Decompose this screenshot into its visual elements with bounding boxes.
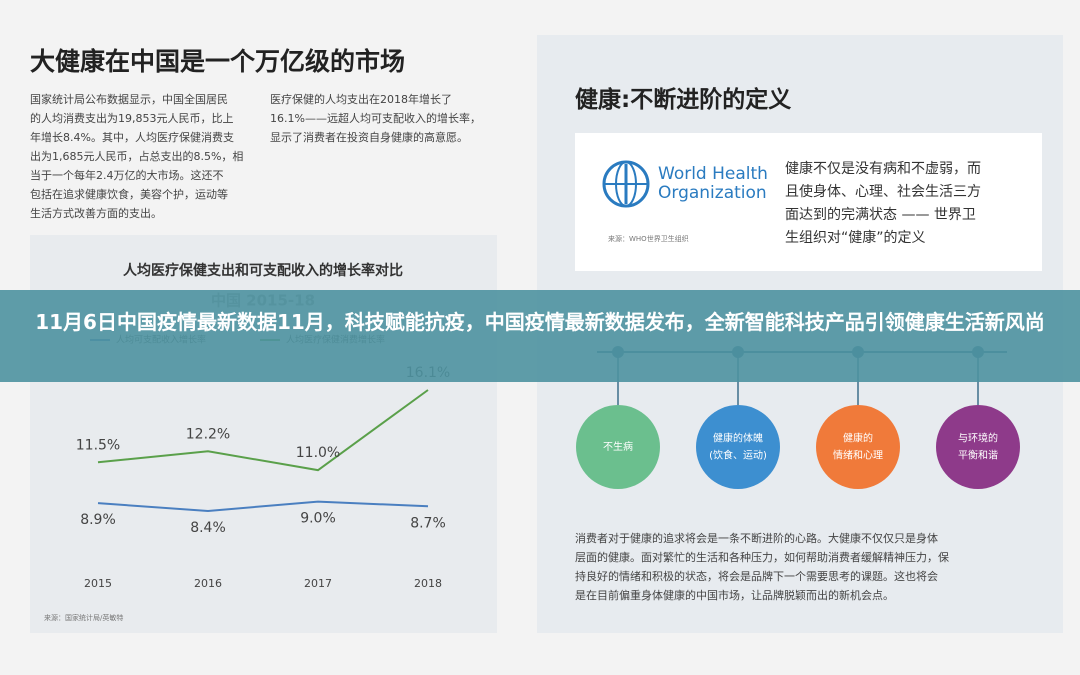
text-line: 面达到的完满状态 —— 世界卫 — [785, 207, 976, 223]
banner — [0, 290, 1080, 382]
left-paragraph: 医疗保健的人均支出在2018年增长了 16.1%——远超人均可支配收入的增长率， 显… — [270, 90, 481, 147]
data-label: 8.4% — [190, 520, 226, 536]
source: 来源：国家统计局/英敏特 — [44, 613, 123, 622]
chart-title: 人均医疗保健支出和可支配收入的增长率对比 — [123, 262, 403, 279]
banner-text: 11月6日中国疫情最新数据11月，科技赋能抗疫，中国疫情最新数据发布，全新智能科… — [35, 310, 1045, 334]
text-line: 年增长8.4%。其中，人均医疗保健消费支 — [30, 131, 234, 144]
stage-circle — [936, 405, 1020, 489]
data-label: 8.9% — [80, 512, 116, 528]
text-line: 是在目前偏重身体健康的中国市场，让品牌脱颖而出的新机会点。 — [575, 589, 894, 602]
left-title: 大健康在中国是一个万亿级的市场 — [30, 47, 406, 76]
definition: 健康不仅是没有病和不虚弱，而 且使身体、心理、社会生活三方 面达到的完满状态 —— … — [785, 158, 981, 250]
series-line — [97, 389, 429, 472]
stage-label: 不生病 — [603, 440, 633, 453]
right-title: 健康:不断进阶的定义 — [575, 87, 792, 113]
text-line: 层面的健康。面对繁忙的生活和各种压力，如何帮助消费者缓解精神压力，保 — [575, 551, 949, 564]
text-line: 包括在追求健康饮食，美容个护，运动等 — [30, 188, 228, 201]
data-label: 12.2% — [186, 426, 230, 442]
x-tick-label: 2015 — [84, 577, 112, 590]
right-paragraph: 消费者对于健康的追求将会是一条不断进阶的心路。大健康不仅仅只是身体 层面的健康。面… — [575, 529, 949, 605]
text-line: 国家统计局公布数据显示，中国全国居民 — [30, 93, 228, 106]
x-tick-label: 2017 — [304, 577, 332, 590]
text-line: 的人均消费支出为19,853元人民币，比上 — [30, 112, 234, 125]
stage-label: (饮食、运动) — [709, 449, 767, 462]
data-label: 11.5% — [76, 437, 120, 453]
stage-circle — [816, 405, 900, 489]
text-line: 生活方式改善方面的支出。 — [30, 207, 162, 220]
text-line: 医疗保健的人均支出在2018年增长了 — [270, 93, 452, 106]
x-tick-label: 2018 — [414, 577, 442, 590]
text-line: 16.1%——远超人均可支配收入的增长率， — [270, 112, 481, 125]
data-label: 8.7% — [410, 515, 446, 531]
text-line: 生组织对“健康”的定义 — [785, 230, 926, 246]
data-label: 9.0% — [300, 511, 336, 527]
text-line: 且使身体、心理、社会生活三方 — [785, 184, 981, 200]
text-line: 出为1,685元人民币，占总支出的8.5%，相 — [30, 150, 244, 163]
stage-circle — [696, 405, 780, 489]
who-logo — [602, 160, 650, 208]
who-source: 来源：WHO世界卫生组织 — [608, 235, 689, 243]
stage-label: 与环境的 — [958, 432, 998, 445]
text-line: Organization — [658, 183, 767, 203]
text-line: 当于一个每年2.4万亿的大市场。这还不 — [30, 169, 224, 182]
stage-label: 健康的 — [843, 432, 873, 445]
stage-label: 情绪和心理 — [833, 449, 883, 462]
text-line: World Health — [658, 164, 768, 184]
who-name: World Health Organization — [658, 165, 768, 203]
stage-label: 平衡和谐 — [958, 450, 998, 462]
data-label: 11.0% — [296, 445, 340, 461]
text-line: 消费者对于健康的追求将会是一条不断进阶的心路。大健康不仅仅只是身体 — [575, 532, 938, 545]
who-box — [575, 133, 1042, 271]
text-line: 持良好的情绪和积极的状态，将会是品牌下一个需要思考的课题。这也将会 — [575, 570, 938, 583]
stage-circle — [576, 405, 660, 489]
text-line: 健康不仅是没有病和不虚弱，而 — [785, 161, 981, 177]
stage-label: 健康的体魄 — [713, 432, 763, 445]
left-paragraph: 国家统计局公布数据显示，中国全国居民 的人均消费支出为19,853元人民币，比上年… — [30, 90, 243, 223]
x-tick-label: 2016 — [194, 577, 222, 590]
series-line — [97, 500, 429, 513]
text-line: 显示了消费者在投资自身健康的高意愿。 — [270, 131, 468, 144]
